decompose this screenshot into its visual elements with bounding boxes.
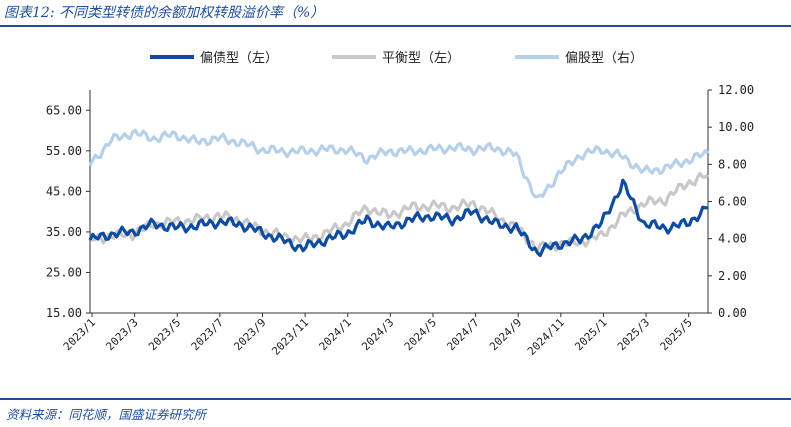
source-note: 资料来源：同花顺，国盛证券研究所 [6,407,207,422]
left-tick-label: 45.00 [46,184,82,198]
x-tick-label: 2024/11 [525,316,567,358]
chart-series [88,128,710,258]
right-tick-label: 2.00 [718,269,747,283]
figure-title: 图表12: 不同类型转债的余额加权转股溢价率（%） [4,5,325,21]
left-tick-label: 55.00 [46,144,82,158]
left-tick-label: 35.00 [46,225,82,239]
legend-label-equity-biased: 偏股型（右） [565,51,643,66]
x-tick-label: 2024/3 [359,316,396,353]
x-tick-label: 2025/3 [615,316,652,353]
x-tick-label: 2023/7 [189,316,226,353]
left-tick-label: 25.00 [46,265,82,279]
left-tick-label: 15.00 [46,306,82,320]
legend-label-balanced: 平衡型（左） [382,51,460,66]
x-tick-label: 2023/3 [103,316,140,353]
chart-legend: 偏债型（左） 平衡型（左） 偏股型（右） [150,51,643,66]
x-tick-label: 2023/5 [146,316,183,353]
right-tick-label: 12.00 [718,83,754,97]
footer-divider [0,398,791,400]
line-chart: 偏债型（左） 平衡型（左） 偏股型（右） 15.00 25.00 35.00 45.00 5… [46,51,754,358]
x-tick-label: 2025/1 [572,316,609,353]
series-line-bond-biased [88,178,709,258]
x-tick-label: 2023/9 [231,316,268,353]
x-tick-label: 2023/11 [269,316,311,358]
title-divider [0,25,791,27]
left-tick-label: 65.00 [46,103,82,117]
legend-label-bond-biased: 偏债型（左） [200,51,278,66]
x-tick-label: 2024/7 [444,316,481,353]
right-tick-label: 0.00 [718,306,747,320]
x-tick-label: 2024/1 [317,316,354,353]
right-tick-label: 6.00 [718,195,747,209]
series-line-equity-biased [88,128,710,199]
right-tick-label: 8.00 [718,157,747,171]
right-tick-label: 4.00 [718,232,747,246]
x-tick-label: 2024/9 [487,316,524,353]
x-tick-label: 2024/5 [402,316,439,353]
x-tick-label: 2025/5 [658,316,695,353]
x-tick-label: 2023/1 [61,316,98,353]
series-line-balanced [88,171,709,253]
right-tick-label: 10.00 [718,120,754,134]
